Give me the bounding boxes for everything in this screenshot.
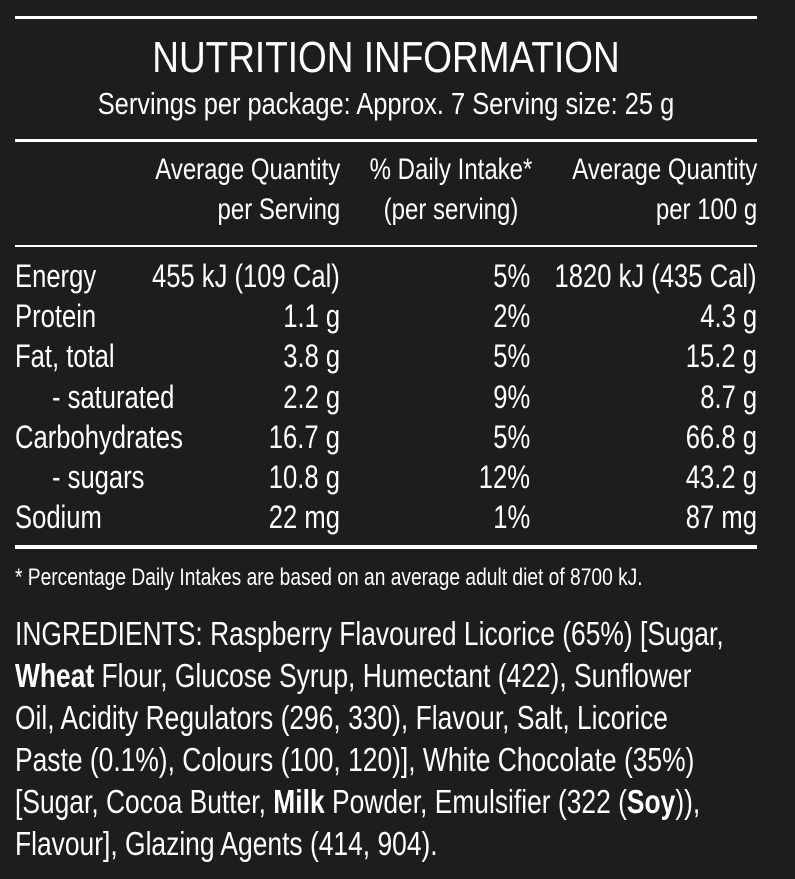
daily-intake-value: 5% — [493, 258, 530, 294]
table-bottom-rule — [15, 545, 757, 549]
table-row: - sugars 10.8 g 12% 43.2 g — [0, 457, 795, 497]
column-header-per-100g: Average Quantity per 100 g — [571, 153, 757, 226]
daily-intake-value: 9% — [493, 378, 530, 415]
per-serving-value: 16.7 g — [268, 418, 340, 455]
per-serving-value: 1.1 g — [283, 298, 340, 335]
nutrient-name: - saturated — [52, 378, 175, 415]
daily-intake-value: 1% — [493, 499, 530, 536]
daily-intake-value: 12% — [478, 458, 530, 495]
per-100g-value: 8.7 g — [700, 378, 757, 415]
nutrient-name: Energy — [15, 258, 97, 294]
table-row: - saturated 2.2 g 9% 8.7 g — [0, 377, 795, 417]
table-row: Carbohydrates 16.7 g 5% 66.8 g — [0, 417, 795, 457]
nutrient-name: Fat, total — [15, 338, 115, 375]
nutrient-name: Carbohydrates — [15, 418, 183, 455]
servings-info: Servings per package: Approx. 7 Serving … — [97, 86, 675, 121]
per-100g-value: 87 mg — [685, 499, 757, 536]
column-header-daily-intake: % Daily Intake* (per serving) — [369, 153, 533, 226]
header-rule — [15, 139, 757, 142]
nutrient-name: Sodium — [15, 499, 102, 536]
daily-intake-value: 5% — [493, 338, 530, 375]
per-serving-value: 10.8 g — [268, 458, 340, 495]
table-row: Energy 455 kJ (109 Cal) 5% 1820 kJ (435 … — [0, 256, 795, 296]
daily-intake-value: 5% — [493, 418, 530, 455]
per-serving-value: 2.2 g — [283, 378, 340, 415]
allergen-wheat: Wheat — [15, 657, 95, 694]
per-serving-value: 3.8 g — [283, 338, 340, 375]
table-row: Protein 1.1 g 2% 4.3 g — [0, 296, 795, 336]
per-serving-value: 22 mg — [268, 499, 340, 536]
per-100g-value: 43.2 g — [685, 458, 757, 495]
allergen-soy: Soy — [626, 783, 676, 820]
nutrient-name: - sugars — [52, 458, 145, 495]
per-100g-value: 4.3 g — [700, 298, 757, 335]
per-serving-value: 455 kJ (109 Cal) — [152, 258, 340, 294]
per-100g-value: 66.8 g — [685, 418, 757, 455]
table-row: Sodium 22 mg 1% 87 mg — [0, 497, 795, 537]
per-100g-value: 15.2 g — [685, 338, 757, 375]
panel-title: NUTRITION INFORMATION — [152, 33, 620, 82]
table-row: Fat, total 3.8 g 5% 15.2 g — [0, 336, 795, 376]
column-header-per-serving: Average Quantity per Serving — [154, 153, 340, 226]
ingredients-list: INGREDIENTS: Raspberry Flavoured Licoric… — [15, 615, 724, 862]
table-top-rule — [15, 245, 757, 247]
daily-intake-value: 2% — [493, 298, 530, 335]
top-rule — [15, 16, 757, 19]
allergen-milk: Milk — [273, 783, 325, 820]
nutrient-name: Protein — [15, 298, 97, 335]
nutrition-table: Energy 455 kJ (109 Cal) 5% 1820 kJ (435 … — [0, 256, 795, 537]
per-100g-value: 1820 kJ (435 Cal) — [554, 258, 757, 294]
daily-intake-footnote: * Percentage Daily Intakes are based on … — [15, 564, 643, 591]
